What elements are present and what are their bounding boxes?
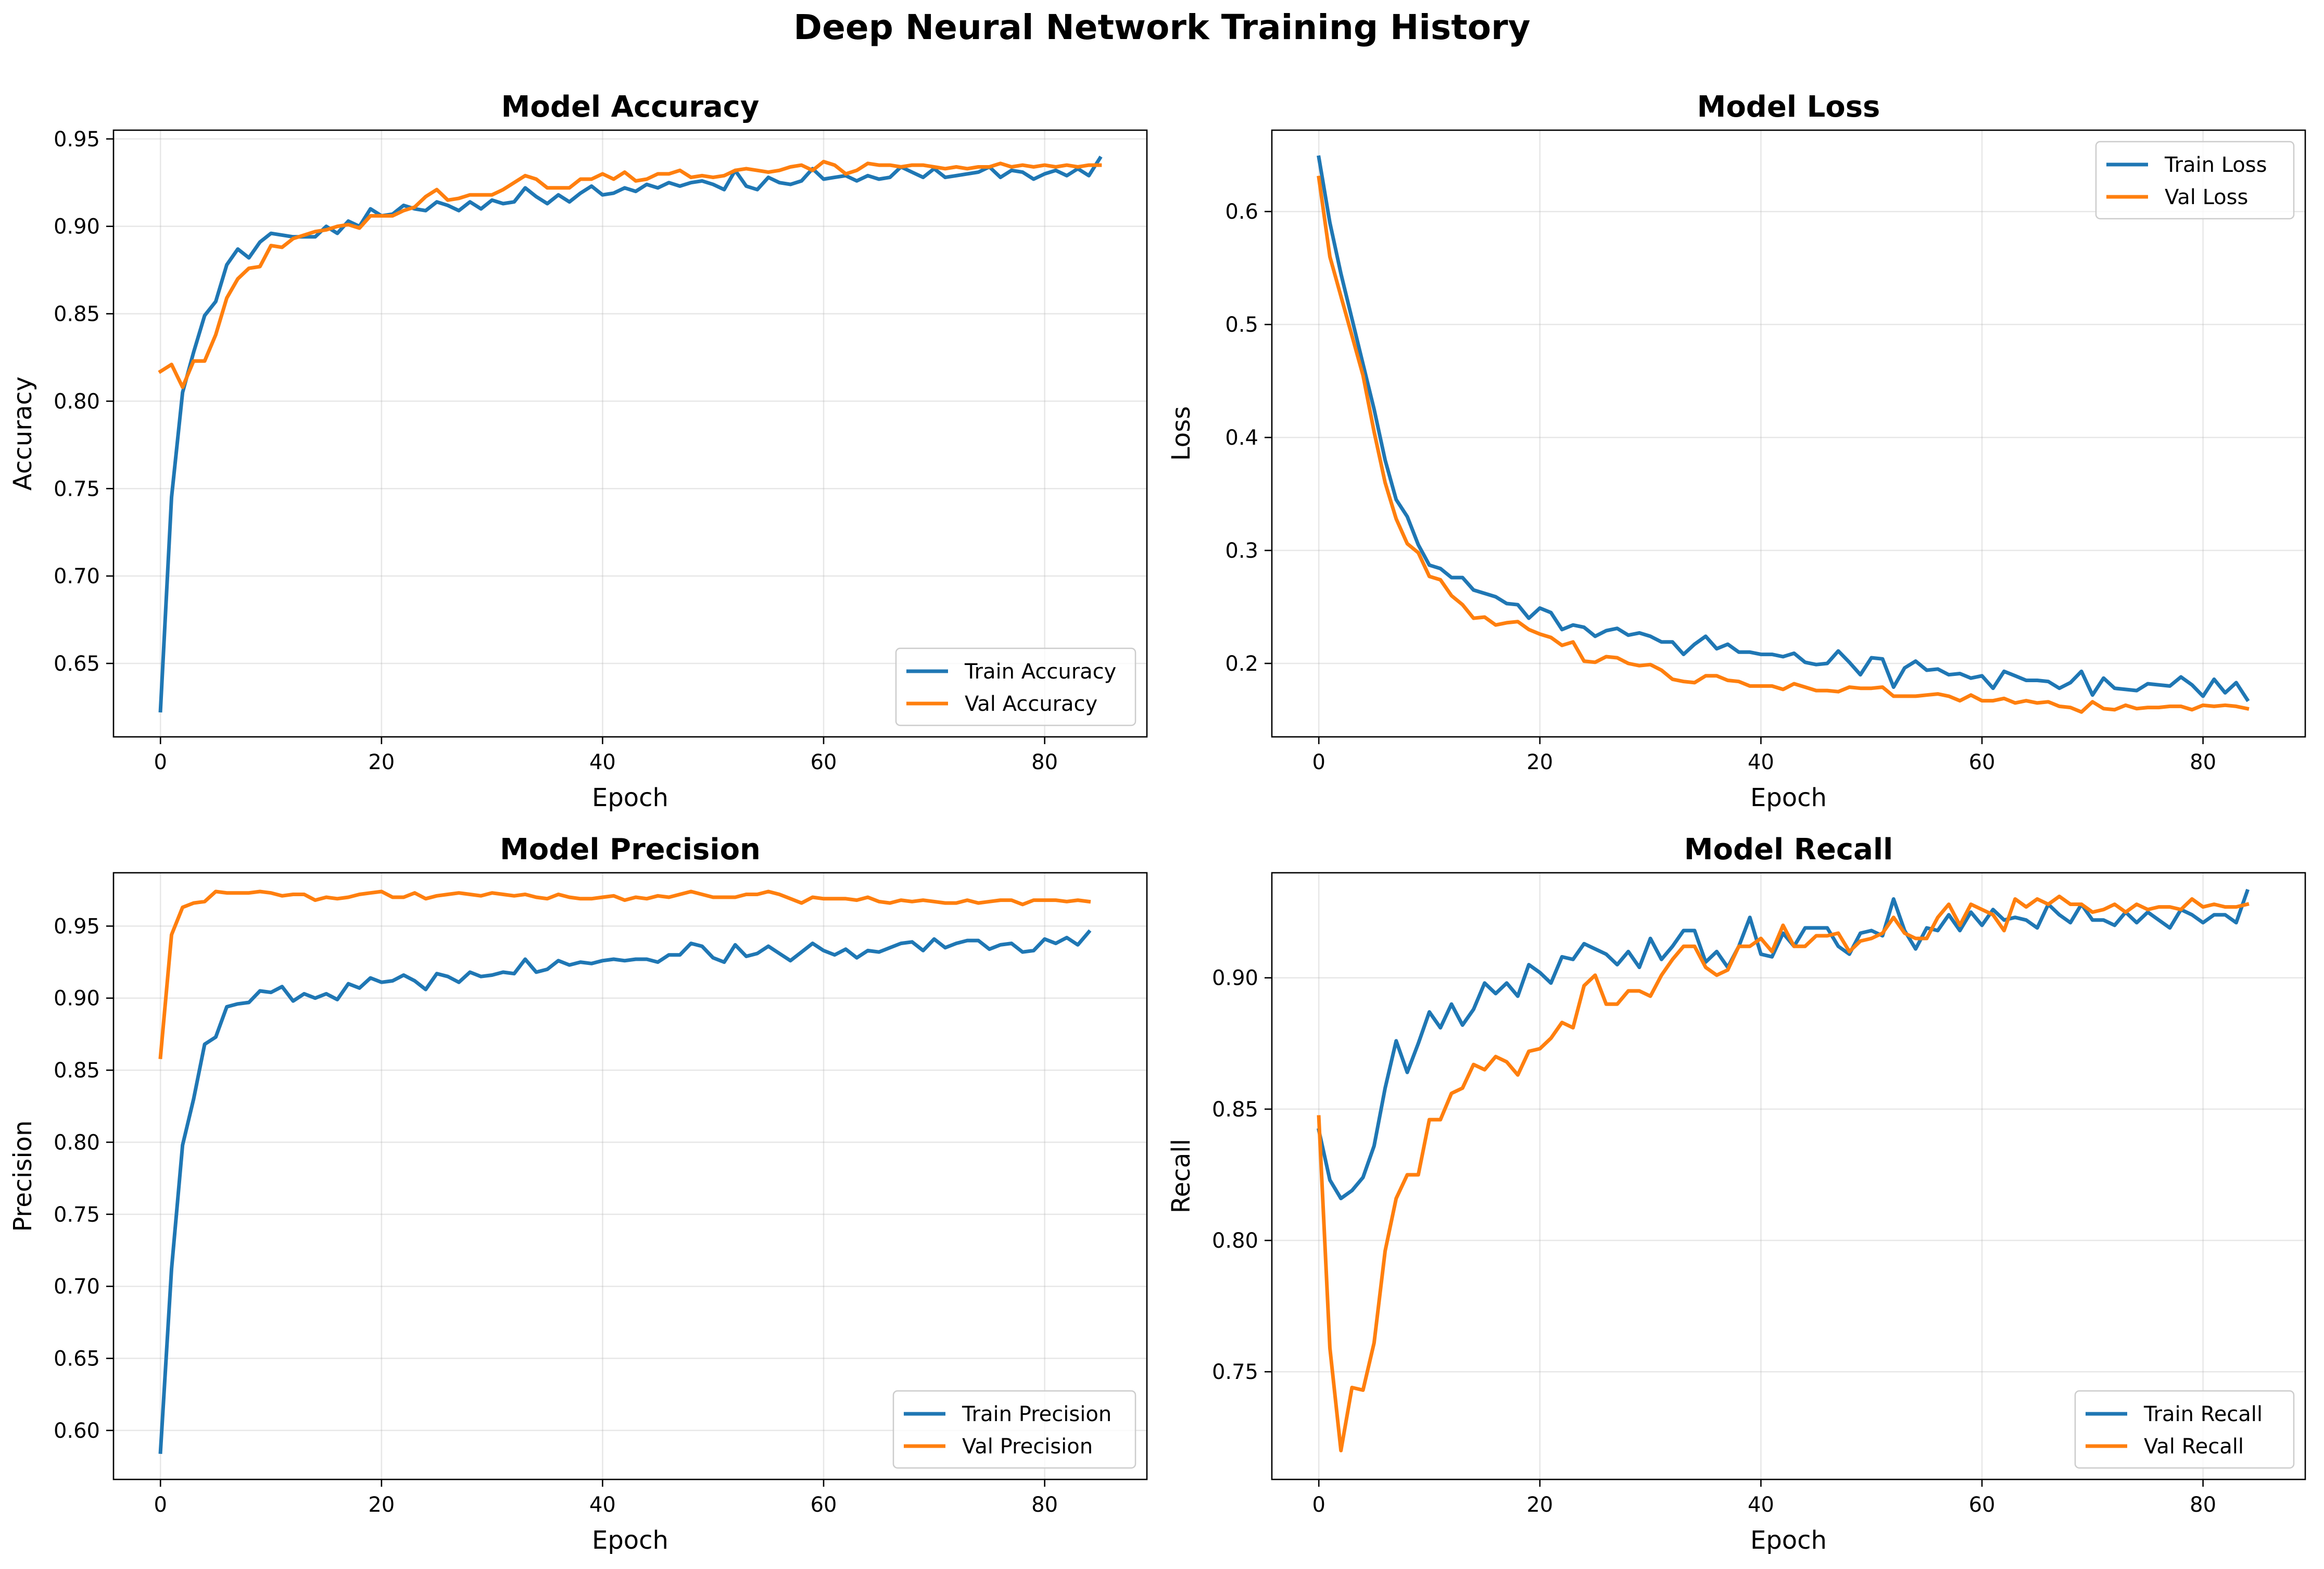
series-line-val (158, 889, 1091, 1060)
y-tick-label: 0.80 (1212, 1229, 1258, 1253)
legend-label-val: Val Precision (962, 1435, 1093, 1459)
plot-area (113, 130, 1147, 737)
x-tick-label: 80 (1031, 750, 1058, 774)
y-tick-label: 0.4 (1225, 426, 1258, 450)
y-tick-label: 0.6 (1225, 200, 1258, 224)
y-axis-label: Accuracy (8, 376, 37, 491)
y-tick-label: 0.95 (54, 128, 100, 152)
plot-area (1272, 873, 2305, 1479)
y-tick-label: 0.90 (54, 215, 100, 239)
axes-frame (112, 129, 1148, 738)
series-line-train (158, 155, 1103, 713)
chart-title: Model Accuracy (501, 90, 760, 124)
plot-area (1272, 130, 2305, 737)
legend-box (2074, 1390, 2295, 1469)
legend-label-val: Val Loss (2165, 185, 2248, 209)
legend-label-train: Train Loss (2164, 153, 2267, 177)
legend-label-train: Train Accuracy (964, 660, 1116, 684)
y-tick-label: 0.70 (54, 564, 100, 588)
y-tick-label: 0.70 (54, 1275, 100, 1299)
series-line-val (1317, 894, 2250, 1452)
y-tick-label: 0.95 (54, 914, 100, 938)
x-tick-label: 40 (589, 750, 616, 774)
legend-label-val: Val Accuracy (965, 692, 1097, 716)
x-tick-label: 40 (589, 1493, 616, 1517)
x-axis-label: Epoch (1750, 783, 1827, 812)
chart-title: Model Loss (1697, 90, 1880, 124)
panel-accuracy: 0 20 40 60 80 0.65 0.70 0.75 0.80 0.85 0.90 0.95 Mod… (8, 90, 1148, 812)
x-tick-label: 40 (1748, 750, 1774, 774)
x-tick-label: 60 (1969, 1493, 1995, 1517)
x-axis-label: Epoch (592, 783, 668, 812)
panel-precision: 0 20 40 60 80 0.60 0.65 0.70 0.75 0.80 0.85 0.90 0.9… (8, 833, 1148, 1555)
series-line-train (1317, 155, 2250, 702)
legend-label-val: Val Recall (2144, 1435, 2244, 1459)
legend-label-train: Train Recall (2143, 1402, 2263, 1426)
x-axis-label: Epoch (1750, 1526, 1827, 1555)
y-tick-label: 0.5 (1225, 313, 1258, 337)
axes-frame (1271, 872, 2306, 1480)
x-tick-label: 80 (1031, 1493, 1058, 1517)
y-tick-label: 0.3 (1225, 539, 1258, 563)
y-tick-label: 0.80 (54, 1131, 100, 1154)
x-tick-label: 0 (154, 750, 167, 774)
x-tick-label: 60 (1969, 750, 1995, 774)
y-tick-label: 0.85 (54, 1059, 100, 1083)
y-tick-label: 0.75 (1212, 1360, 1258, 1384)
panel-loss: 0 20 40 60 80 0.2 0.3 0.4 0.5 0.6 Model Loss Epoch L… (1167, 90, 2306, 812)
y-tick-label: 0.85 (54, 303, 100, 327)
legend-box (2095, 141, 2295, 220)
y-tick-label: 0.90 (1212, 966, 1258, 990)
series-line-val (158, 159, 1102, 389)
y-axis-label: Precision (8, 1120, 37, 1232)
x-tick-label: 60 (811, 1493, 837, 1517)
legend: Train Loss Val Loss (2095, 141, 2295, 220)
y-tick-label: 0.2 (1225, 652, 1258, 676)
series-line-val (1317, 175, 2250, 714)
x-tick-label: 0 (1312, 1493, 1325, 1517)
series-line-train (1317, 888, 2250, 1200)
y-tick-label: 0.65 (54, 1347, 100, 1371)
legend: Train Recall Val Recall (2074, 1390, 2295, 1469)
y-tick-label: 0.80 (54, 390, 100, 413)
x-tick-label: 0 (154, 1493, 167, 1517)
chart-title: Model Precision (500, 833, 761, 867)
y-tick-label: 0.90 (54, 987, 100, 1011)
y-tick-label: 0.60 (54, 1419, 100, 1443)
x-tick-label: 80 (2190, 1493, 2216, 1517)
x-tick-label: 40 (1748, 1493, 1774, 1517)
x-tick-label: 20 (1526, 1493, 1553, 1517)
x-tick-label: 80 (2190, 750, 2216, 774)
y-tick-label: 0.85 (1212, 1098, 1258, 1122)
legend-box (895, 647, 1136, 726)
legend-box (892, 1390, 1136, 1469)
x-tick-label: 20 (368, 1493, 395, 1517)
x-tick-label: 20 (368, 750, 395, 774)
legend: Train Accuracy Val Accuracy (895, 647, 1136, 726)
chart-title: Model Recall (1684, 833, 1893, 867)
axes-frame (1271, 129, 2306, 738)
legend-label-train: Train Precision (962, 1402, 1112, 1426)
x-axis-label: Epoch (592, 1526, 668, 1555)
axes-frame (112, 872, 1148, 1480)
legend: Train Precision Val Precision (892, 1390, 1136, 1469)
x-tick-label: 20 (1526, 750, 1553, 774)
x-tick-label: 60 (811, 750, 837, 774)
y-axis-label: Recall (1167, 1139, 1196, 1213)
plot-area (113, 873, 1147, 1479)
y-tick-label: 0.75 (54, 1203, 100, 1227)
y-axis-label: Loss (1167, 406, 1196, 461)
panel-recall: 0 20 40 60 80 0.75 0.80 0.85 0.90 Model Recall Epo… (1167, 833, 2306, 1555)
y-tick-label: 0.75 (54, 477, 100, 501)
y-tick-label: 0.65 (54, 652, 100, 676)
figure-title: Deep Neural Network Training History (793, 7, 1531, 47)
series-line-train (158, 929, 1092, 1454)
x-tick-label: 0 (1312, 750, 1325, 774)
